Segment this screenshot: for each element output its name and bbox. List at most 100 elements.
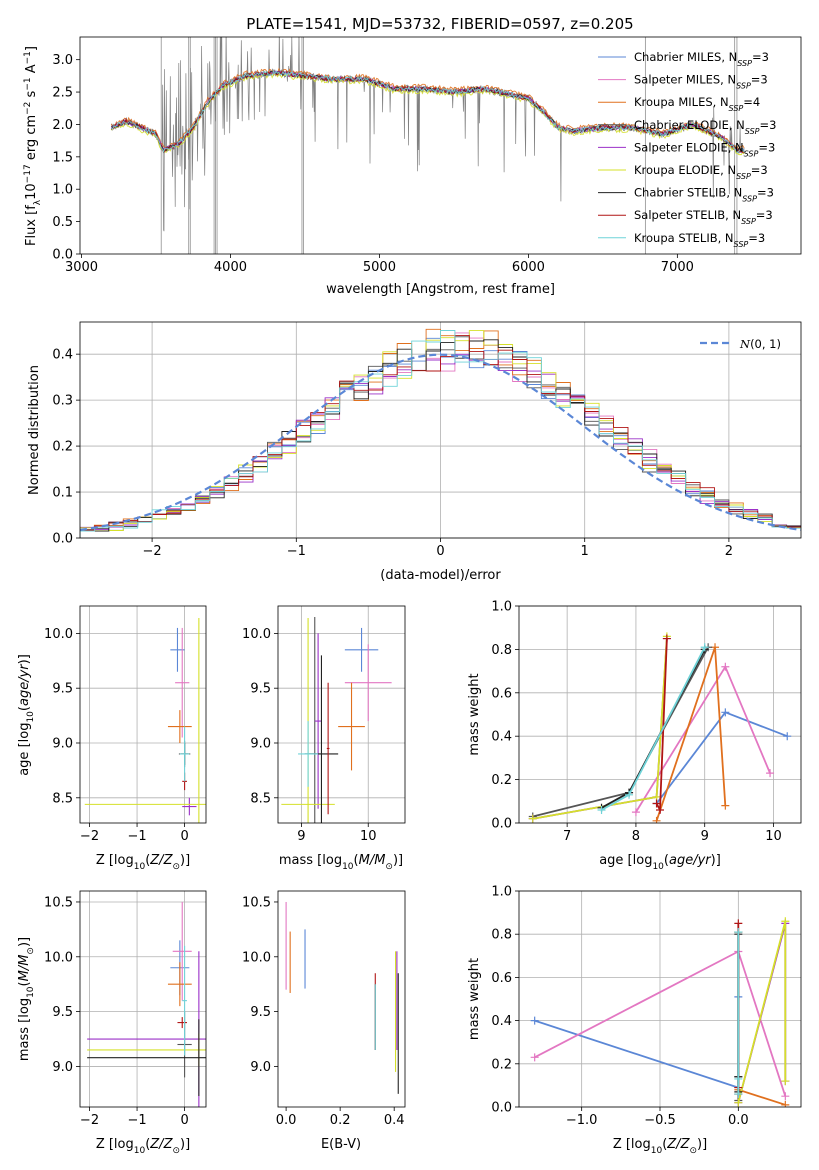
weight-point-marker [652,799,661,808]
x-axis-label: Z [log10(Z/Z⊙)] [613,1137,707,1156]
y-tick-label: 0.4 [491,730,512,745]
x-tick-label: −0.5 [644,1113,676,1128]
y-axis-label: mass [log10(M/M⊙)] [17,937,36,1061]
x-tick-label: −1.0 [566,1113,598,1128]
legend-label: Kroupa ELODIE, NSSP=3 [634,163,768,181]
gaussian-reference [80,353,801,531]
y-axis-label: age [log10(age/yr)] [17,654,36,776]
y-tick-label: 0.3 [52,394,73,409]
plot-area [281,616,392,823]
legend-label: Salpeter STELIB, NSSP=3 [634,208,773,226]
y-tick-label: 8.5 [52,791,73,806]
weight-point-marker [734,1074,743,1083]
y-tick-label: 9.0 [52,1060,73,1075]
x-tick-label: 0.2 [330,1113,351,1128]
weight-point-marker [734,1090,743,1099]
y-tick-label: 9.5 [52,1005,73,1020]
x-axis-label: Z [log10(Z/Z⊙)] [96,1137,190,1156]
weight-point-marker [734,928,743,937]
y-tick-label: 0.0 [52,532,73,547]
y-tick-label: 1.5 [52,150,73,165]
weight-point-marker [662,634,671,643]
y-tick-label: 0.2 [491,773,512,788]
y-tick-label: 8.5 [250,791,271,806]
axes-frame [79,321,802,539]
model-spectrum [111,69,745,154]
weight-point-marker [781,1100,790,1107]
x-tick-label: 5000 [363,260,396,275]
weight-point-marker [781,1077,790,1086]
y-tick-label: 0.1 [52,486,73,501]
y-tick-label: 0.4 [52,348,73,363]
weight-point-marker [652,816,661,823]
residuals-panel: −2 −1 0 1 2 0.0 0.1 0.2 0.3 0.4 (data-model)/error… [27,321,802,583]
x-tick-label: 0.0 [728,1113,749,1128]
legend-label: Kroupa STELIB, NSSP=3 [634,231,765,249]
x-tick-label: 9 [701,829,709,844]
figure-title: PLATE=1541, MJD=53732, FIBERID=0597, z=0… [246,15,633,33]
plot-area [285,901,399,1094]
model-spectrum [111,70,745,154]
axes-frame [518,605,802,824]
x-tick-label: −2 [80,829,99,844]
weight-point-marker [530,1053,539,1062]
spectrum-panel: 3000 4000 5000 6000 7000 0.0 0.5 1.0 1.5 2.0 2.5 3.… [23,36,802,297]
weight-vs-metallicity-panel: −1.0 −0.5 0.0 0.0 0.2 0.4 0.6 0.8 1.0 Z [log10(Z/… [467,885,802,1156]
weight-point-marker [700,643,709,652]
x-tick-label: 1 [581,544,589,559]
x-axis-label: (data-model)/error [380,568,501,583]
y-tick-label: 10.0 [242,627,271,642]
x-axis-label: E(B-V) [321,1137,361,1152]
plot-area [530,917,790,1107]
y-tick-label: 1.0 [491,885,512,900]
plot-area [110,37,745,254]
x-axis-label: mass [log10(M/M⊙)] [279,853,403,872]
y-tick-label: 0.0 [491,1101,512,1116]
x-tick-label: 0 [180,1113,188,1128]
y-tick-label: 0.6 [491,686,512,701]
x-tick-label: 9 [297,829,305,844]
x-tick-label: 6000 [512,260,545,275]
y-tick-label: 10.5 [44,895,73,910]
weight-point-marker [721,662,730,671]
weight-point-marker [631,808,640,817]
weight-series-line [532,636,668,820]
x-tick-label: 0.0 [276,1113,297,1128]
axes-frame [277,605,406,824]
age-vs-mass-panel: 9 10 8.5 9.0 9.5 10.0 mass [log10(M/M⊙)] [242,605,406,872]
x-tick-label: 8 [632,829,640,844]
y-tick-label: 2.0 [52,118,73,133]
plot-area [80,328,801,538]
x-tick-label: 7 [563,829,571,844]
y-tick-label: 10.5 [242,895,271,910]
weight-point-marker [766,769,775,778]
y-tick-label: 0.2 [52,440,73,455]
x-tick-label: 10 [360,829,377,844]
y-tick-label: 0.0 [491,817,512,832]
y-tick-label: 9.5 [250,1005,271,1020]
y-tick-label: 9.0 [250,1060,271,1075]
y-axis-label: mass weight [467,958,482,1040]
mass-vs-reddening-panel: 0.0 0.2 0.4 9.0 9.5 10.0 10.5 E(B-V) [242,890,406,1152]
y-tick-label: 1.0 [52,183,73,198]
y-tick-label: 9.0 [52,736,73,751]
x-tick-label: 0 [180,829,188,844]
weight-point-marker [721,708,730,717]
y-tick-label: 9.5 [52,682,73,697]
residual-histogram [80,330,801,538]
weight-point-marker [711,643,720,652]
axes-frame [277,890,406,1108]
legend-label: Chabrier ELODIE, NSSP=3 [634,118,776,136]
x-tick-label: 2 [725,544,733,559]
weight-point-marker [783,732,792,741]
plot-area [84,618,206,823]
plot-area [528,632,792,823]
x-tick-label: 0 [436,544,444,559]
weight-point-marker [734,1098,743,1107]
weight-point-marker [721,801,730,810]
axes-frame [79,36,802,255]
weight-series-line [532,638,668,820]
x-tick-label: −1 [287,544,306,559]
y-axis-label: Flux [fλ10−17 erg cm−2 s−1 A−1] [23,46,43,246]
